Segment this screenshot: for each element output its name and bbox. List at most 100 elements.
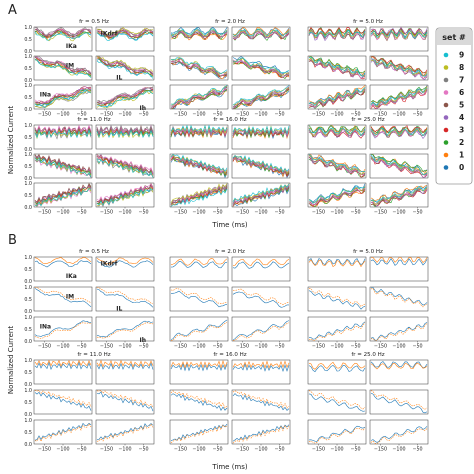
series-line: [170, 287, 228, 305]
series-line: [96, 154, 154, 174]
series-line: [96, 390, 154, 408]
panel-b-grid: fr = 0.5 Hz 1.0 0.5 0.0 IKa IKdrf 1.0 0.5 0.0 IM I…: [24, 249, 429, 453]
current-label: INa: [40, 91, 51, 98]
subplot: 1.0 0.5 0.0 −150 −100 −50: [24, 181, 93, 216]
x-tick-label: −100: [392, 344, 405, 350]
legend-marker-3: [443, 127, 449, 133]
x-tick-label: −150: [100, 210, 113, 216]
subplot: [369, 286, 429, 312]
x-tick-label: −50: [76, 344, 86, 350]
series-line: [308, 154, 366, 173]
subplot: 1.0 0.5 0.0 INa −150 −100 −50: [24, 315, 93, 350]
subplot: Ih −150 −100 −50: [95, 84, 155, 118]
series-line: [34, 322, 92, 339]
freq-title: fr = 0.5 Hz: [79, 19, 109, 25]
subplot: [231, 124, 291, 150]
current-label: IKdrf: [101, 30, 118, 37]
y-tick-label: 0.0: [24, 339, 32, 345]
x-tick-label: −100: [254, 447, 267, 453]
series-line: [34, 59, 92, 78]
series-line: [96, 158, 154, 178]
x-tick-label: −50: [274, 112, 284, 118]
series-line: [232, 27, 290, 36]
panel-letter-b: B: [8, 233, 17, 248]
subplot: [231, 55, 291, 81]
current-label: IM: [66, 293, 74, 300]
subplot: 1.0 0.5 0.0: [24, 388, 93, 418]
x-tick-label: −50: [350, 210, 360, 216]
y-tick-label: 1.0: [24, 25, 32, 31]
subplot: [169, 286, 229, 312]
subplot: [307, 26, 367, 52]
y-tick-label: 1.0: [24, 83, 32, 89]
series-line: [96, 56, 154, 74]
series-line: [170, 321, 228, 341]
current-label: IKa: [66, 43, 77, 50]
series-line: [34, 422, 92, 441]
subplot: −150 −100 −50: [169, 419, 229, 453]
subplot: [95, 124, 155, 150]
series-line: [370, 361, 428, 369]
series-line: [370, 86, 428, 104]
series-line: [232, 187, 290, 207]
series-line: [34, 390, 92, 408]
series-line: [34, 320, 92, 337]
subplot: [95, 153, 155, 179]
x-tick-label: −150: [374, 447, 387, 453]
y-tick-label: 0.5: [24, 297, 32, 303]
series-line: [96, 27, 154, 35]
subplot: −150 −100 −50: [369, 419, 429, 453]
series-line: [308, 154, 366, 172]
series-line: [232, 85, 290, 106]
series-line: [170, 61, 228, 77]
series-line: [233, 88, 290, 109]
y-tick-label: 0.0: [24, 78, 32, 84]
legend-marker-7: [443, 77, 449, 83]
y-tick-label: 0.5: [24, 66, 32, 72]
y-tick-label: 0.0: [24, 309, 32, 315]
x-tick-label: −100: [192, 210, 205, 216]
series-line: [170, 153, 228, 175]
series-line: [232, 128, 290, 138]
subplot: [169, 256, 229, 282]
series-line: [96, 257, 154, 264]
series-line: [170, 125, 228, 135]
current-label: IKdrf: [101, 260, 118, 267]
subplot: [231, 286, 291, 312]
series-line: [96, 124, 154, 134]
series-line: [370, 154, 428, 175]
subplot: −150 −100 −50: [169, 316, 229, 350]
series-line: [96, 183, 154, 203]
series-line: [370, 428, 428, 444]
series-line: [170, 424, 228, 443]
series-line: [34, 27, 92, 36]
subplot: [307, 389, 367, 415]
subplot: 1.0 0.5 0.0 IM: [24, 285, 93, 315]
legend-label-9: 9: [459, 51, 464, 60]
series-line: [96, 359, 154, 368]
y-tick-label: 1.0: [24, 123, 32, 129]
series-line: [34, 124, 92, 134]
x-tick-label: −100: [118, 210, 131, 216]
series-line: [370, 26, 428, 35]
series-line: [170, 393, 228, 411]
x-tick-label: −100: [56, 112, 69, 118]
legend-marker-4: [443, 115, 449, 120]
subplot: [95, 389, 155, 415]
legend-marker-1: [443, 152, 449, 158]
series-line: [34, 184, 92, 204]
series-line: [370, 87, 428, 108]
series-line: [34, 391, 92, 411]
series-line: [308, 185, 366, 204]
series-line: [232, 363, 290, 373]
x-tick-label: −100: [254, 112, 267, 118]
series-line: [35, 56, 92, 74]
freq-title: fr = 11.0 Hz: [77, 117, 110, 123]
series-line: [96, 188, 154, 206]
series-line: [370, 189, 428, 207]
freq-title: fr = 0.5 Hz: [79, 249, 109, 255]
subplot: [231, 359, 291, 385]
series-line: [170, 186, 228, 207]
y-tick-label: 0.5: [24, 267, 32, 273]
